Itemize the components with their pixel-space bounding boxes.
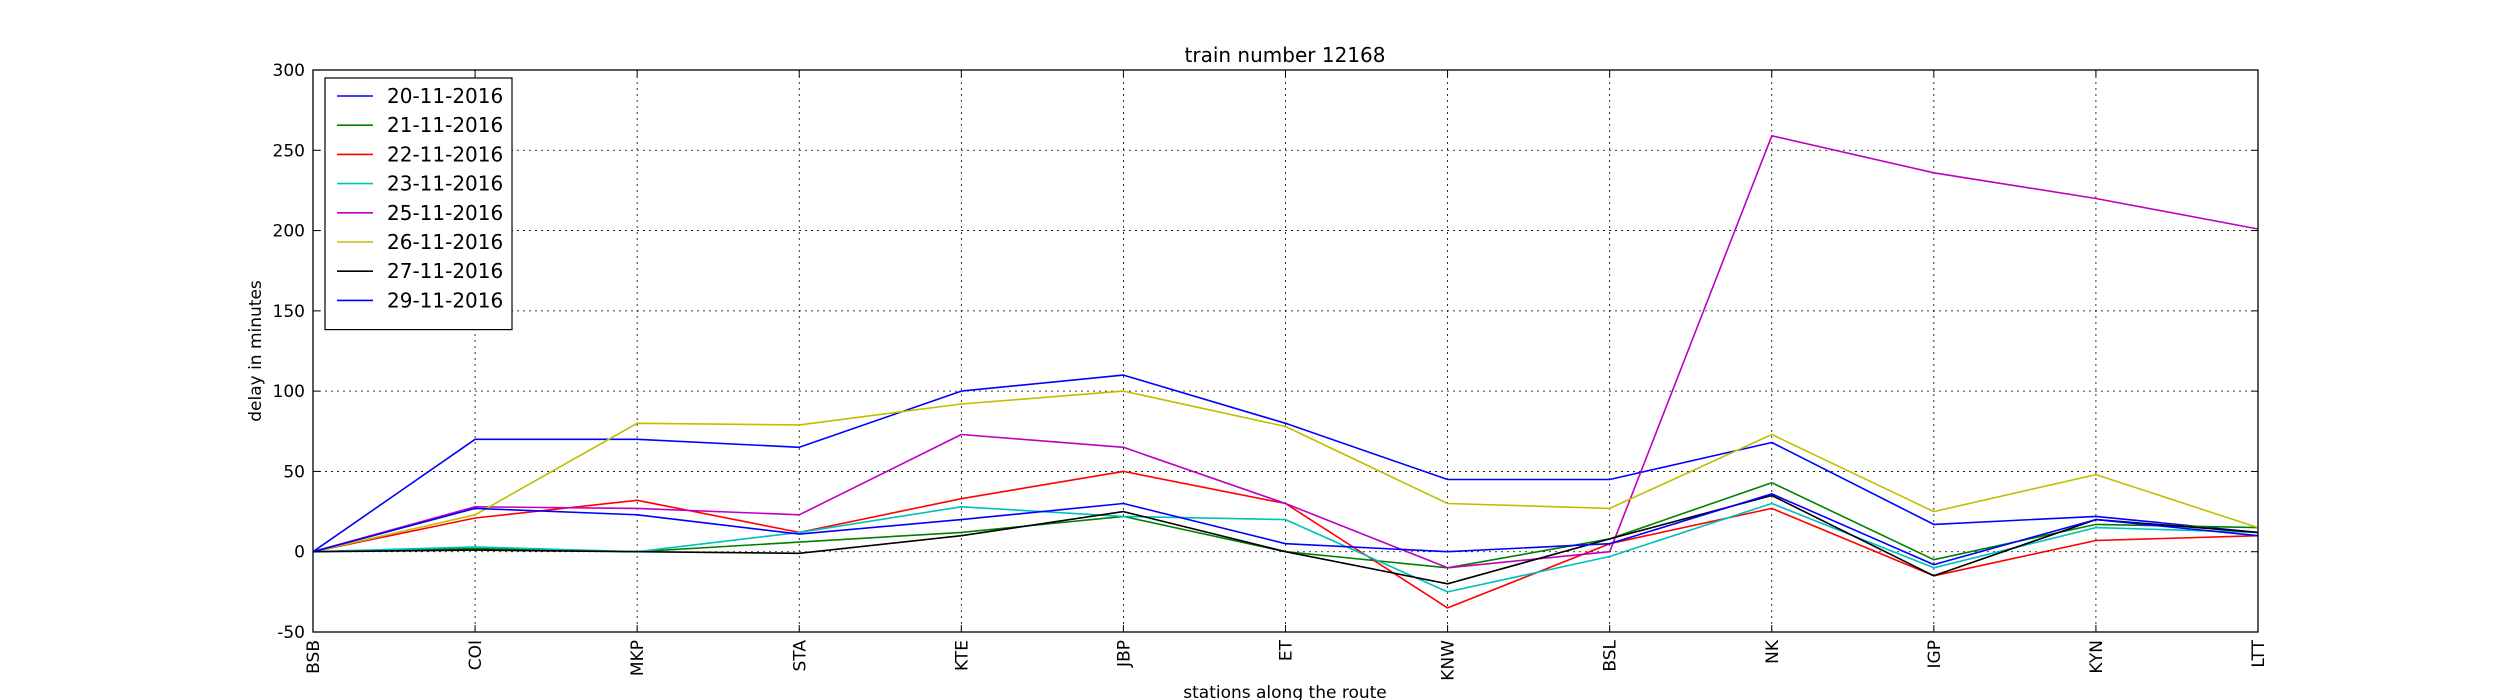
x-tick-label: JBP	[1114, 640, 1134, 668]
x-tick-label: BSB	[304, 640, 324, 674]
ticks: BSB COI MKP STA KTE JBP ET KNW BSL NK IGP KYN LTT -50…	[273, 61, 2269, 681]
legend-label: 20-11-2016	[387, 84, 503, 108]
x-tick-label: KYN	[2087, 640, 2107, 674]
y-tick-label: 100	[273, 382, 305, 402]
legend-label: 21-11-2016	[387, 113, 503, 137]
x-tick-label: STA	[790, 640, 810, 672]
x-tick-label: BSL	[1601, 639, 1621, 671]
x-axis-label: stations along the route	[1183, 683, 1387, 700]
y-tick-label: 150	[273, 302, 305, 322]
y-tick-label: 0	[294, 543, 305, 563]
y-axis-label: delay in minutes	[246, 280, 266, 422]
series-line-26-11-2016	[312, 390, 2259, 553]
legend-label: 23-11-2016	[387, 172, 503, 196]
y-tick-label: 50	[283, 462, 305, 482]
x-tick-label: KNW	[1439, 640, 1459, 681]
y-tick-label: 300	[273, 61, 305, 81]
y-tick-label: 250	[273, 141, 305, 161]
series-line-20-11-2016	[312, 374, 2259, 553]
y-tick-label: 200	[273, 222, 305, 242]
x-tick-label: IGP	[1925, 640, 1945, 668]
x-tick-label: NK	[1763, 639, 1783, 664]
x-tick-label: KTE	[952, 640, 972, 671]
x-tick-label: COI	[466, 640, 486, 670]
legend-label: 29-11-2016	[387, 288, 503, 312]
legend-label: 25-11-2016	[387, 201, 503, 225]
legend-box	[324, 77, 513, 331]
legend-label: 27-11-2016	[387, 259, 503, 283]
legend-label: 22-11-2016	[387, 142, 503, 166]
x-tick-label: MKP	[628, 640, 648, 676]
y-tick-label: -50	[277, 623, 305, 643]
legend-label: 26-11-2016	[387, 230, 503, 254]
chart-title: train number 12168	[1185, 43, 1386, 67]
series-line-27-11-2016	[312, 494, 2259, 585]
series-line-25-11-2016	[312, 135, 2259, 569]
series-line-29-11-2016	[312, 493, 2259, 566]
x-tick-label: LTT	[2249, 639, 2269, 667]
x-tick-label: ET	[1277, 639, 1297, 661]
series-layer	[312, 135, 2259, 609]
legend: 20-11-2016 21-11-2016 22-11-2016 23-11-2016…	[324, 77, 513, 331]
